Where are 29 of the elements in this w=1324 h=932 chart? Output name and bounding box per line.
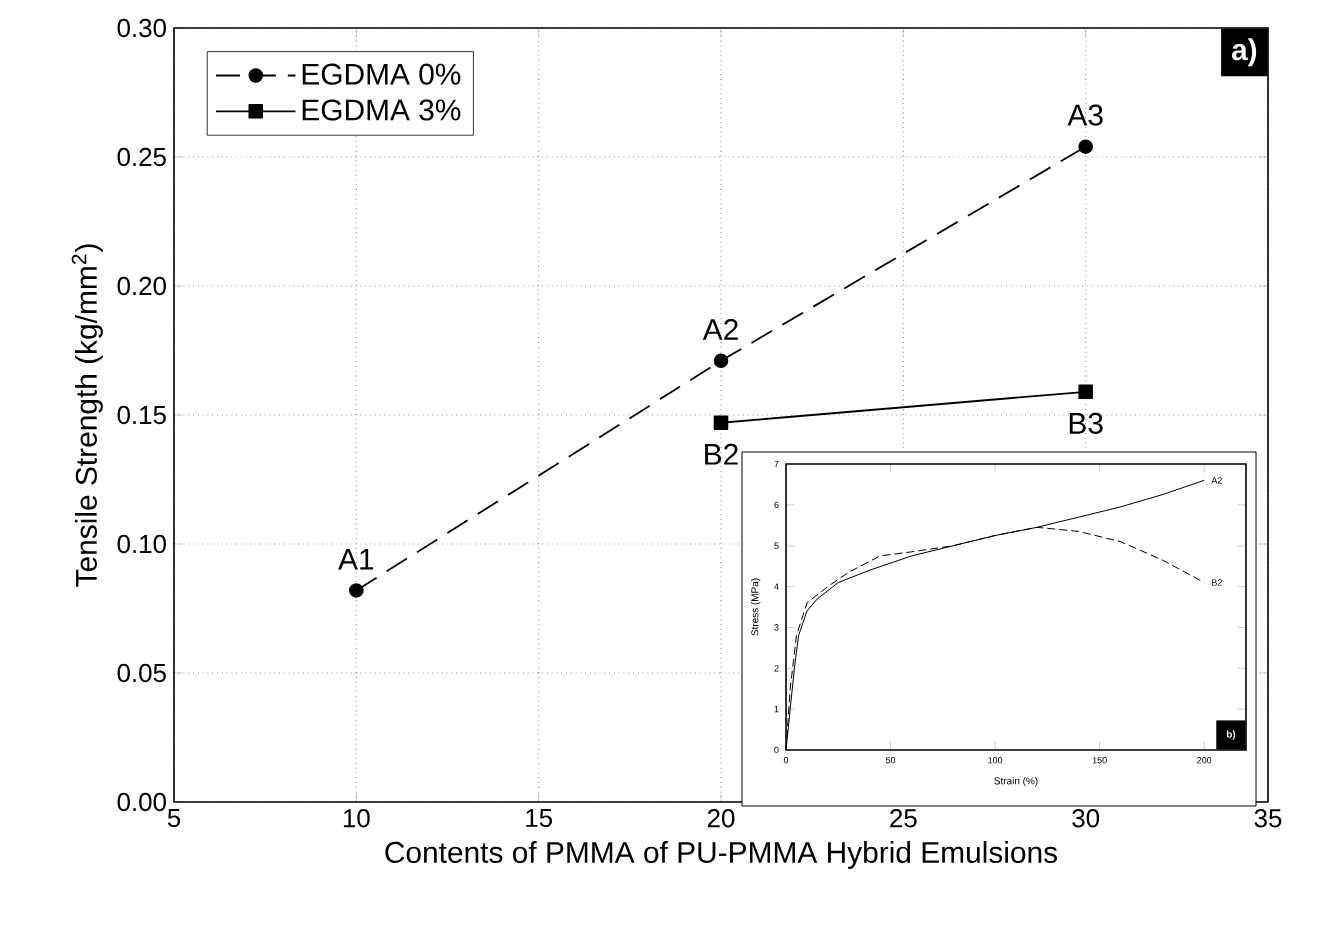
annotation: B3: [1069, 412, 1103, 434]
annotation: B2: [705, 443, 738, 465]
annotation: a): [1231, 38, 1257, 67]
y-tick-label: 0.30: [117, 18, 166, 38]
x-tick-label: 15: [526, 809, 552, 828]
x-tick-label: 20: [707, 809, 735, 828]
y-tick-label: 0.25: [117, 147, 166, 167]
y-tick-label: 0.20: [117, 276, 166, 296]
point: [713, 353, 729, 369]
x-tick-label: 10: [343, 809, 370, 828]
point: [713, 415, 729, 431]
y-tick-label: 0.05: [117, 663, 166, 683]
x-tick-label: 25: [890, 809, 917, 828]
x-tick-label: 30: [1072, 809, 1100, 828]
annotation: A2: [702, 318, 738, 340]
annotation: A3: [1067, 104, 1103, 126]
point: [1078, 139, 1093, 154]
point: [1078, 384, 1093, 400]
legend-label: EGDMA 3%: [302, 99, 461, 121]
annotation: A1: [338, 548, 374, 570]
x-tick-label: 5: [167, 809, 181, 828]
y-axis-title: Tensile Strength (kg/mm$^{2}$): [71, 244, 103, 587]
y-tick-label: 0.10: [117, 534, 166, 554]
y-tick-label: 0.15: [117, 405, 166, 425]
x-axis-title: Contents of PMMA of PU-PMMA Hybrid Emulsions: [385, 841, 1058, 869]
legend-label: EGDMA 0%: [302, 63, 461, 85]
x-tick-label: 35: [1254, 809, 1282, 828]
point: [349, 583, 364, 598]
y-tick-label: 0.00: [117, 792, 166, 812]
